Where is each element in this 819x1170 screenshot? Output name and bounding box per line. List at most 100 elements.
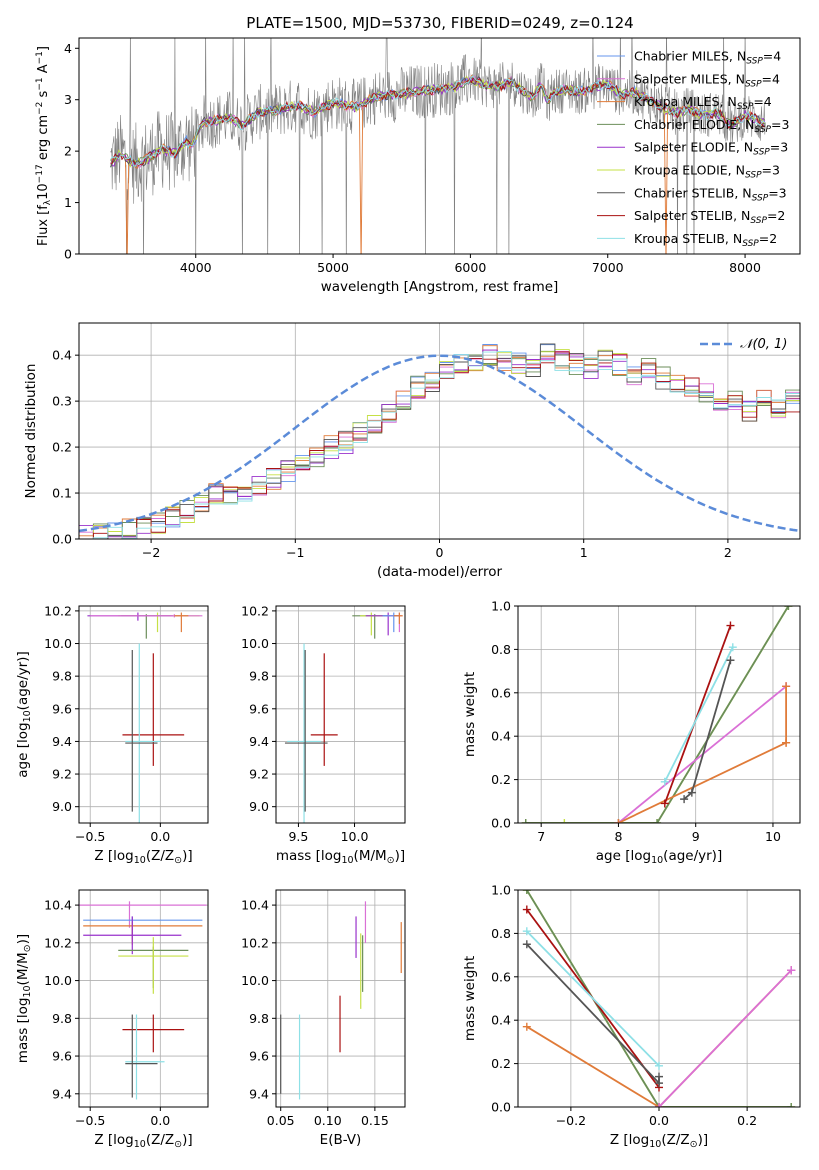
y-tick-label: 0 [64,247,72,262]
x-axis-label-part: ⊙ [690,1139,698,1150]
chart-massweight-vs-Z: −0.2 0.0 0.2 0.0 0.2 0.4 0.6 0.8 1.0 Z [log10(Z/Z… [462,883,801,1150]
legend-text: Salpeter STELIB, N [634,208,750,223]
y-tick-label: 9.4 [249,734,269,749]
x-tick-label: 8 [614,829,622,844]
legend-text: Kroupa STELIB, N [634,231,742,246]
x-axis-label-part: (age/yr)] [663,848,722,864]
y-axis-label-part: −1 [35,51,45,64]
hist-kroupa_stelib [79,351,800,539]
y-tick-label: 0.6 [491,969,511,984]
y-axis-label-part: s [36,90,51,101]
x-axis-label-part: ⊙ [387,855,395,866]
grid [79,890,208,1107]
x-axis-label-part: Z [log [94,848,133,864]
y-axis-label-part: (M/M [15,952,31,985]
weight-marker-chabrier_elodie [787,1103,796,1107]
y-tick-label: 0.0 [491,1100,511,1115]
axes-frame [78,605,209,824]
legend-sub: SSP [737,102,754,112]
legend-suffix: =4 [763,49,781,64]
x-tick-label: −0.5 [75,829,105,844]
weight-marker-chabrier_stelib [687,788,696,797]
weight-marker-kroupa_stelib [522,927,531,936]
y-axis-label-part: 10 [22,985,33,997]
legend-suffix: =2 [759,231,777,246]
y-tick-label: 10.0 [44,973,72,988]
data-spectrum [110,38,766,254]
plot-area [87,612,203,823]
weight-marker-kroupa_elodie [560,819,569,823]
y-axis-label: mass [log10(M/M⊙)] [15,934,33,1063]
weight-line-chabrier_stelib [526,943,660,1086]
y-tick-label: 0.4 [491,729,511,744]
y-axis-label-part: 10 [36,183,51,200]
weight-marker-chabrier_elodie [784,606,793,610]
plot-area [521,606,793,823]
x-tick-label: 0.10 [314,1113,342,1128]
x-axis-label: E(B-V) [320,1132,362,1148]
x-axis-label-part: )] [182,848,193,864]
x-axis-label-part: 10 [134,1139,146,1150]
weight-marker-chabrier_stelib [680,795,689,804]
x-tick-label: 9 [692,829,700,844]
x-axis-label: (data-model)/error [377,564,503,580]
x-axis-label-part: Z [log [94,1132,133,1148]
y-tick-label: 9.4 [52,1086,72,1101]
x-tick-label: 0.0 [150,829,170,844]
y-tick-label: 0.4 [52,348,72,363]
x-tick-label: 0 [436,545,444,560]
y-axis-label-part: −17 [35,164,45,183]
legend-sub: SSP [745,79,762,89]
y-tick-label: 10.0 [44,636,72,651]
y-tick-label: 0.8 [491,642,511,657]
legend-text: Kroupa ELODIE, N [634,163,745,178]
y-tick-label: 10.2 [241,603,269,618]
x-axis-label-part: 10 [649,1139,661,1150]
y-tick-label: 0.2 [491,1056,511,1071]
x-axis-label-part: 10 [651,855,663,866]
y-tick-label: 9.0 [52,799,72,814]
x-axis-label-part: )] [698,1132,709,1148]
y-tick-label: 0.4 [491,1013,511,1028]
y-tick-label: 4 [64,41,72,56]
x-axis-label: Z [log10(Z/Z⊙)] [94,1132,192,1150]
x-axis-label-part: age [log [596,848,651,864]
x-tick-label: 8000 [729,260,761,275]
legend-text: Chabrier MILES, N [634,49,746,64]
x-axis-label: age [log10(age/yr)] [596,848,722,866]
legend-suffix: =4 [762,71,780,86]
model-salpeter_stelib [110,77,765,167]
x-tick-label: 0.05 [267,1113,295,1128]
y-tick-label: 1.0 [491,883,511,898]
chart-age-vs-mass: 9.5 10.0 9.0 9.2 9.4 9.6 9.8 10.0 10.2 mass [log1… [241,603,406,866]
y-axis-label: age [log10(age/yr)] [15,651,33,777]
chart-age-vs-Z: −0.5 0.09.09.29.49.69.810.010.2Z [log10(Z… [15,603,209,866]
y-tick-label: 9.6 [52,1049,72,1064]
y-tick-label: 9.2 [249,767,269,782]
y-tick-label: 9.6 [249,1049,269,1064]
legend-text: Chabrier STELIB, N [634,185,752,200]
legend-label-salpeter_stelib: Salpeter STELIB, NSSP=2 [634,208,785,226]
y-tick-label: 9.2 [52,767,72,782]
weight-marker-salpeter_miles [655,1103,663,1107]
y-axis-label-part: A [36,64,51,77]
y-axis-label-part: ] [36,46,51,51]
weight-marker-kroupa_miles [782,682,791,691]
axes-frame [275,605,406,824]
legend-suffix: =4 [753,94,771,109]
x-axis-label-part: 10 [134,855,146,866]
y-tick-label: 10.2 [44,603,72,618]
legend-text: Salpeter ELODIE, N [634,140,753,155]
x-tick-label: 10 [765,829,781,844]
x-axis-label-part: mass [log [276,848,342,864]
legend-sub: SSP [754,125,771,135]
x-axis-label-part: 10 [341,855,353,866]
plot-area [284,612,403,823]
x-axis-label: mass [log10(M/M⊙)] [276,848,405,866]
x-axis-label-part: (M/M [354,848,387,864]
weight-line-salpeter_miles [658,969,792,1107]
y-tick-label: 0.6 [491,685,511,700]
y-tick-label: 9.0 [249,799,269,814]
x-tick-label: 10.0 [341,829,369,844]
